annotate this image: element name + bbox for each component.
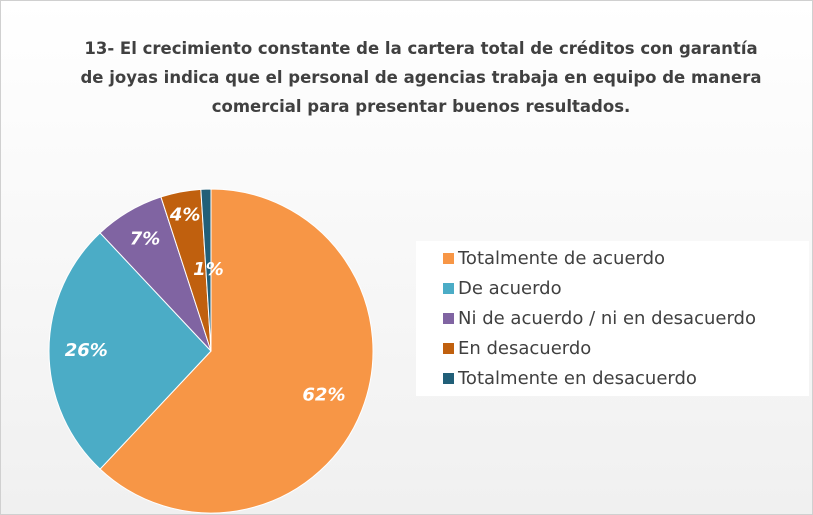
legend-label: En desacuerdo (458, 338, 591, 359)
legend-swatch (443, 343, 454, 354)
legend-swatch (443, 313, 454, 324)
pie-slice (48, 232, 212, 470)
legend-label: Totalmente de acuerdo (457, 248, 665, 269)
data-label: 62% (302, 385, 345, 406)
legend-swatch (443, 253, 454, 264)
data-label: 1% (193, 259, 224, 280)
chart-title: 13- El crecimiento constante de la carte… (80, 39, 762, 116)
pie-slice (99, 188, 374, 514)
legend-label: Ni de acuerdo / ni en desacuerdo (458, 308, 756, 329)
pie-slice (200, 188, 212, 352)
data-label: 4% (169, 205, 201, 226)
data-label: 7% (130, 228, 161, 249)
legend-label: Totalmente en desacuerdo (457, 368, 697, 389)
legend-swatch (443, 283, 454, 294)
legend-box (416, 241, 809, 396)
legend-swatch (443, 373, 454, 384)
legend-label: De acuerdo (458, 278, 562, 299)
data-label: 26% (65, 340, 108, 361)
